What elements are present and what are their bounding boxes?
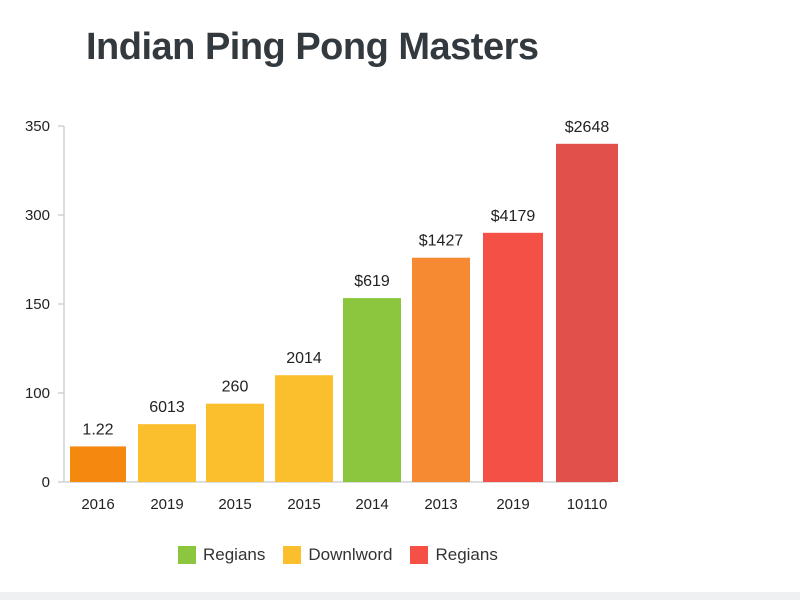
data-label: 6013 <box>149 399 185 416</box>
x-tick-label: 2015 <box>218 496 251 513</box>
data-label: $2648 <box>565 119 610 136</box>
data-label: $619 <box>354 273 390 290</box>
y-tick-label: 350 <box>25 118 50 135</box>
legend-swatch <box>410 546 429 564</box>
legend-label: Downlword <box>308 545 393 564</box>
legend-label: Regians <box>203 545 266 564</box>
bar <box>70 446 126 482</box>
x-tick-label: 2019 <box>496 496 529 513</box>
y-tick-label: 100 <box>25 385 50 402</box>
bar <box>483 232 543 482</box>
x-tick-label: 2014 <box>355 496 388 513</box>
legend-item: Regians <box>178 545 265 565</box>
data-label: 1.22 <box>82 421 113 438</box>
x-tick-label: 2013 <box>424 496 457 513</box>
x-tick-label: 2019 <box>150 496 183 513</box>
bar <box>275 375 333 482</box>
data-label: 2014 <box>286 350 322 367</box>
bar <box>412 257 470 482</box>
bar <box>206 403 264 482</box>
y-tick-label: 150 <box>25 296 50 313</box>
x-tick-label: 10110 <box>567 496 608 513</box>
bottom-strip <box>0 592 800 600</box>
legend-label: Regians <box>435 545 498 564</box>
legend-item: Regians <box>410 545 498 565</box>
data-label: $4179 <box>491 208 536 225</box>
x-tick-label: 2016 <box>81 496 114 513</box>
legend-item: Downlword <box>283 545 392 565</box>
bar <box>556 143 618 483</box>
bar <box>138 424 196 482</box>
y-tick-label: 300 <box>25 207 50 224</box>
x-tick-label: 2015 <box>287 496 320 513</box>
bar <box>343 298 401 482</box>
legend-swatch <box>178 546 196 564</box>
data-label: $1427 <box>419 233 464 250</box>
data-label: 260 <box>222 379 249 396</box>
y-tick-label: 0 <box>42 474 50 491</box>
legend-swatch <box>283 546 302 564</box>
chart-title: Indian Ping Pong Masters <box>86 26 539 68</box>
legend: Regians Downlword Regians <box>178 545 498 565</box>
